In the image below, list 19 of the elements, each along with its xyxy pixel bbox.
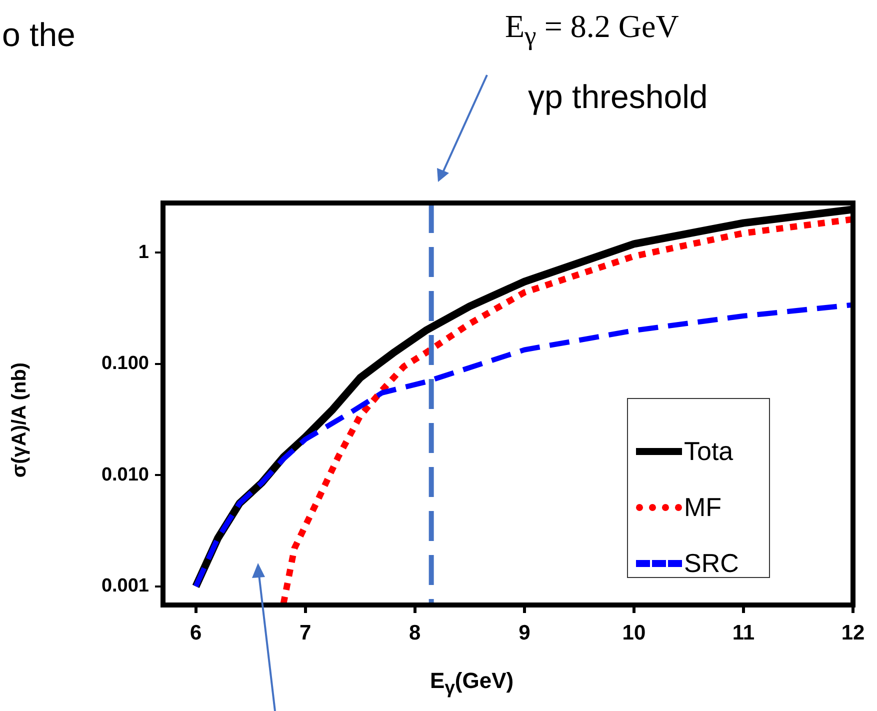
x-tick-label: 8 [409,621,422,644]
x-axis-title: E$_{γ}$(GeV) [430,668,514,698]
x-tick-label: 7 [300,621,312,644]
y-tick-label: 0.001 [101,576,150,597]
legend-label: Tota [684,436,734,466]
text: E$_{γ}$ = 8.2 GeV [505,8,679,52]
y-tick-label: 0.100 [101,353,149,374]
text: o the [2,16,76,54]
x-tick-label: 12 [841,621,865,644]
y-tick-label: 0.010 [101,464,149,486]
legend-label: MF [684,492,722,522]
x-tick-label: 9 [518,621,530,644]
x-tick-label: 6 [190,621,202,644]
y-tick-label: 1 [138,242,150,263]
text: γp threshold [528,78,708,116]
legend-label: SRC [684,548,739,578]
y-axis-title: σ(γA)/A (nb) [8,362,32,478]
x-tick-label: 11 [732,621,755,644]
x-tick-label: 10 [622,621,646,644]
